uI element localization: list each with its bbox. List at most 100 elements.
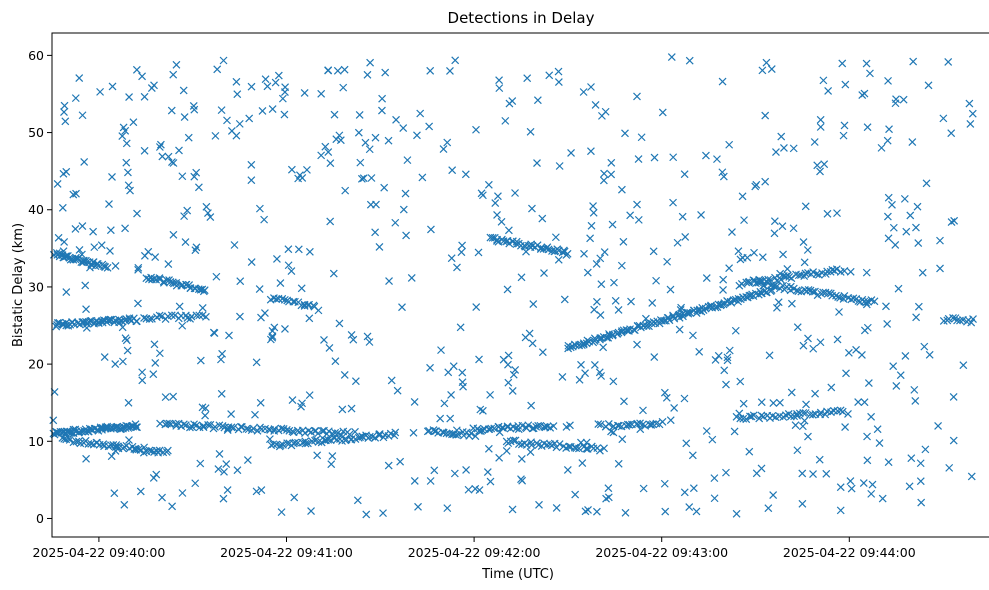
detection-point bbox=[600, 169, 609, 178]
detection-point bbox=[168, 502, 177, 511]
detection-point bbox=[362, 510, 371, 519]
detection-point bbox=[579, 339, 588, 348]
detection-point bbox=[297, 284, 306, 293]
detection-point bbox=[347, 404, 356, 413]
detection-point bbox=[508, 97, 517, 106]
detection-point bbox=[495, 76, 504, 85]
detection-point bbox=[227, 410, 236, 419]
detection-point bbox=[617, 185, 626, 194]
detection-point bbox=[750, 248, 758, 257]
detection-point bbox=[523, 74, 532, 83]
detection-point bbox=[495, 84, 504, 93]
detection-point bbox=[914, 239, 923, 247]
detection-point bbox=[452, 426, 461, 435]
detection-point bbox=[436, 414, 445, 423]
detection-point bbox=[391, 218, 400, 227]
detection-point bbox=[314, 429, 322, 438]
detection-point bbox=[663, 257, 672, 266]
detection-point bbox=[269, 440, 278, 449]
detection-point bbox=[822, 469, 831, 478]
detection-point bbox=[793, 323, 802, 332]
detection-point bbox=[307, 507, 315, 515]
detection-point bbox=[491, 199, 500, 207]
detection-point bbox=[447, 391, 456, 399]
detection-point bbox=[752, 180, 761, 189]
detection-point bbox=[667, 53, 676, 61]
detection-point bbox=[614, 459, 623, 468]
detection-point bbox=[303, 165, 311, 174]
detection-point bbox=[587, 147, 595, 156]
detection-point bbox=[363, 332, 372, 341]
detection-point bbox=[75, 428, 84, 436]
detection-point bbox=[268, 105, 277, 114]
detection-point bbox=[183, 206, 192, 215]
detection-point bbox=[371, 133, 380, 142]
detection-point bbox=[324, 435, 333, 444]
detection-point bbox=[75, 245, 84, 254]
detection-point bbox=[508, 387, 517, 395]
detection-point bbox=[581, 507, 590, 516]
detection-point bbox=[443, 138, 452, 147]
detection-point bbox=[639, 406, 647, 415]
detection-point bbox=[255, 285, 264, 294]
detection-point bbox=[840, 121, 849, 130]
detection-point bbox=[354, 128, 363, 137]
detection-point bbox=[791, 421, 800, 430]
detection-point bbox=[600, 248, 609, 257]
y-tick-label: 0 bbox=[36, 511, 44, 526]
detection-point bbox=[578, 459, 587, 467]
detection-point bbox=[839, 131, 848, 140]
detection-point bbox=[681, 232, 690, 241]
detection-point bbox=[122, 158, 131, 167]
detection-point bbox=[487, 424, 496, 433]
detection-point bbox=[509, 370, 518, 379]
detection-point bbox=[83, 257, 92, 266]
detection-point bbox=[272, 295, 281, 304]
detection-point bbox=[921, 445, 930, 454]
detection-point bbox=[538, 214, 547, 223]
detection-point bbox=[776, 269, 785, 278]
detection-point bbox=[281, 324, 289, 333]
detection-point bbox=[864, 379, 873, 387]
detection-point bbox=[444, 368, 453, 377]
detection-point bbox=[192, 311, 201, 320]
detection-point bbox=[314, 438, 323, 446]
detection-point bbox=[804, 432, 812, 441]
detection-point bbox=[120, 500, 129, 509]
detection-point bbox=[883, 212, 892, 221]
detection-point bbox=[151, 359, 160, 367]
detection-point bbox=[633, 340, 641, 349]
detection-point bbox=[488, 233, 497, 242]
detection-point bbox=[194, 183, 203, 192]
detection-point bbox=[527, 401, 536, 410]
detection-point bbox=[936, 236, 944, 245]
detection-point bbox=[734, 247, 743, 256]
detection-point bbox=[863, 432, 871, 441]
detection-point bbox=[947, 129, 956, 138]
detection-point bbox=[72, 189, 80, 198]
detection-point bbox=[192, 243, 201, 252]
detection-point bbox=[719, 285, 727, 294]
detection-point bbox=[328, 452, 337, 460]
detection-point bbox=[169, 230, 178, 239]
detection-point bbox=[138, 368, 147, 377]
detection-point bbox=[713, 155, 721, 164]
detection-point bbox=[860, 89, 869, 98]
detection-point bbox=[867, 489, 876, 498]
detection-point bbox=[379, 509, 387, 518]
detection-point bbox=[967, 472, 976, 481]
detection-point bbox=[326, 159, 335, 168]
detection-point bbox=[287, 267, 296, 275]
detection-point bbox=[351, 427, 359, 436]
detection-point bbox=[190, 420, 198, 429]
detection-point bbox=[688, 331, 697, 340]
detection-point bbox=[722, 380, 730, 389]
detection-point bbox=[402, 231, 411, 240]
detection-point bbox=[739, 399, 748, 408]
detection-point bbox=[368, 432, 377, 441]
detection-point bbox=[866, 69, 874, 78]
detection-point bbox=[256, 398, 265, 407]
detection-point bbox=[732, 412, 741, 421]
detection-point bbox=[366, 58, 375, 67]
detection-point bbox=[291, 438, 300, 447]
